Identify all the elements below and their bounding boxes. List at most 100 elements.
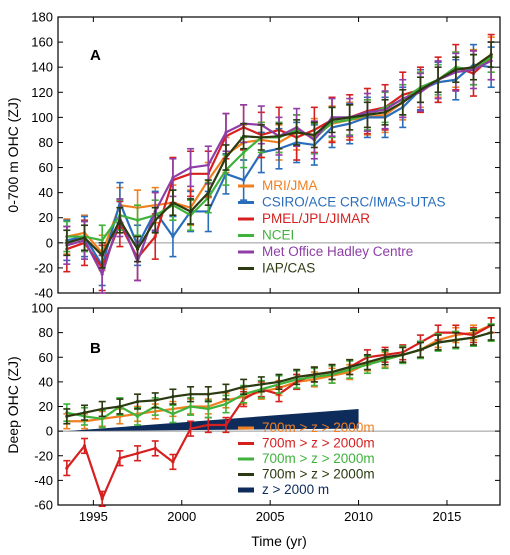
b-data-point bbox=[135, 451, 140, 455]
b-legend-label: 700m > z > 2000m bbox=[262, 451, 375, 466]
a-legend-label: MRI/JMA bbox=[262, 178, 318, 193]
xtick-label: 2000 bbox=[167, 509, 196, 524]
a-data-point bbox=[277, 134, 281, 138]
a-data-point bbox=[118, 218, 122, 222]
a-data-point bbox=[242, 134, 246, 138]
b-data-point bbox=[277, 380, 281, 384]
b-ytick-label: 100 bbox=[31, 301, 53, 316]
a-ytick-label: 140 bbox=[31, 60, 53, 75]
panel-a-ylabel: 0-700 m OHC (ZJ) bbox=[5, 97, 21, 212]
b-data-point bbox=[100, 497, 104, 501]
b-data-point bbox=[242, 385, 246, 389]
b-legend-label: z > 2000 m bbox=[262, 482, 329, 497]
b-data-point bbox=[153, 398, 157, 402]
b-data-point bbox=[189, 392, 193, 396]
a-data-point bbox=[82, 236, 87, 240]
b-data-point bbox=[171, 395, 175, 399]
b-data-point bbox=[348, 365, 352, 369]
a-ytick-label: -20 bbox=[34, 260, 53, 275]
a-ytick-label: 0 bbox=[46, 235, 53, 250]
b-data-point bbox=[224, 390, 228, 394]
b-data-point bbox=[206, 407, 210, 411]
a-series-5 bbox=[63, 41, 495, 269]
a-ytick-label: 20 bbox=[39, 210, 53, 225]
b-ytick-label: 0 bbox=[46, 424, 53, 439]
b-data-point bbox=[171, 412, 175, 416]
b-ytick-label: -40 bbox=[34, 473, 53, 488]
b-series-3 bbox=[63, 324, 495, 425]
a-data-point bbox=[135, 218, 140, 222]
b-data-point bbox=[365, 360, 369, 364]
a-data-point bbox=[206, 163, 210, 167]
a-legend-label: NCEI bbox=[262, 228, 294, 243]
b-ytick-label: -60 bbox=[34, 498, 53, 513]
a-legend-label: CSIRO/ACE CRC/IMAS-UTAS bbox=[262, 195, 446, 210]
b-data-point bbox=[100, 417, 104, 421]
panel-a-frame bbox=[57, 16, 501, 294]
b-data-point bbox=[171, 460, 175, 464]
xtick-label: 2010 bbox=[344, 509, 373, 524]
b-data-point bbox=[135, 414, 140, 418]
a-ytick-label: 160 bbox=[31, 35, 53, 50]
b-data-point bbox=[224, 402, 228, 406]
b-data-point bbox=[153, 446, 157, 450]
b-data-point bbox=[206, 392, 210, 396]
a-data-point bbox=[418, 88, 423, 92]
a-data-point bbox=[100, 272, 104, 276]
a-data-point bbox=[224, 130, 228, 135]
a-legend-label: Met Office Hadley Centre bbox=[262, 244, 413, 259]
a-data-point bbox=[206, 191, 210, 195]
b-data-point bbox=[436, 340, 440, 345]
b-data-point bbox=[118, 456, 122, 460]
a-data-point bbox=[65, 241, 69, 245]
a-data-point bbox=[295, 130, 299, 135]
b-data-point bbox=[189, 427, 193, 431]
a-data-point bbox=[153, 218, 157, 222]
a-data-point bbox=[348, 115, 352, 119]
b-data-point bbox=[65, 466, 69, 470]
b-data-point bbox=[206, 423, 210, 427]
a-data-point bbox=[171, 201, 175, 205]
b-legend-label: 700m > z > 2000m bbox=[262, 436, 375, 451]
a-data-point bbox=[242, 178, 246, 182]
panel-b-label: B bbox=[90, 340, 101, 357]
a-data-point bbox=[100, 253, 104, 257]
b-legend-label: 700m > z > 2000m bbox=[262, 467, 375, 482]
a-data-point bbox=[189, 165, 193, 170]
b-data-point bbox=[135, 399, 140, 404]
a-ytick-label: 40 bbox=[39, 185, 53, 200]
panel-a-label: A bbox=[90, 47, 101, 64]
b-data-point bbox=[454, 338, 458, 342]
xtick-label: 1995 bbox=[79, 509, 108, 524]
b-ytick-label: 40 bbox=[39, 374, 53, 389]
a-data-point bbox=[171, 234, 175, 239]
b-data-point bbox=[100, 407, 104, 411]
b-ytick-label: -20 bbox=[34, 448, 53, 463]
panel-b-ylabel: Deep OHC (ZJ) bbox=[5, 356, 21, 453]
b-data-point bbox=[224, 423, 228, 427]
b-data-point bbox=[65, 414, 69, 418]
a-ytick-label: 100 bbox=[31, 110, 53, 125]
a-data-point bbox=[312, 133, 316, 137]
a-ytick-label: -40 bbox=[34, 286, 53, 301]
xtick-label: 2005 bbox=[256, 509, 285, 524]
a-data-point bbox=[330, 118, 334, 122]
a-data-point bbox=[171, 175, 175, 180]
a-data-point bbox=[401, 100, 405, 104]
a-data-point bbox=[454, 68, 458, 72]
a-data-point bbox=[135, 247, 140, 251]
b-data-point bbox=[295, 375, 299, 379]
a-data-point bbox=[189, 209, 193, 214]
a-data-point bbox=[259, 135, 263, 140]
b-ytick-label: 80 bbox=[39, 325, 53, 340]
a-data-point bbox=[153, 234, 157, 239]
b-data-point bbox=[330, 370, 334, 374]
a-ytick-label: 80 bbox=[39, 135, 53, 150]
a-data-point bbox=[224, 155, 228, 160]
xtick-label: 2015 bbox=[432, 509, 461, 524]
b-data-point bbox=[471, 335, 476, 340]
a-data-point bbox=[436, 78, 440, 82]
b-data-point bbox=[312, 372, 316, 377]
b-data-point bbox=[401, 353, 405, 357]
